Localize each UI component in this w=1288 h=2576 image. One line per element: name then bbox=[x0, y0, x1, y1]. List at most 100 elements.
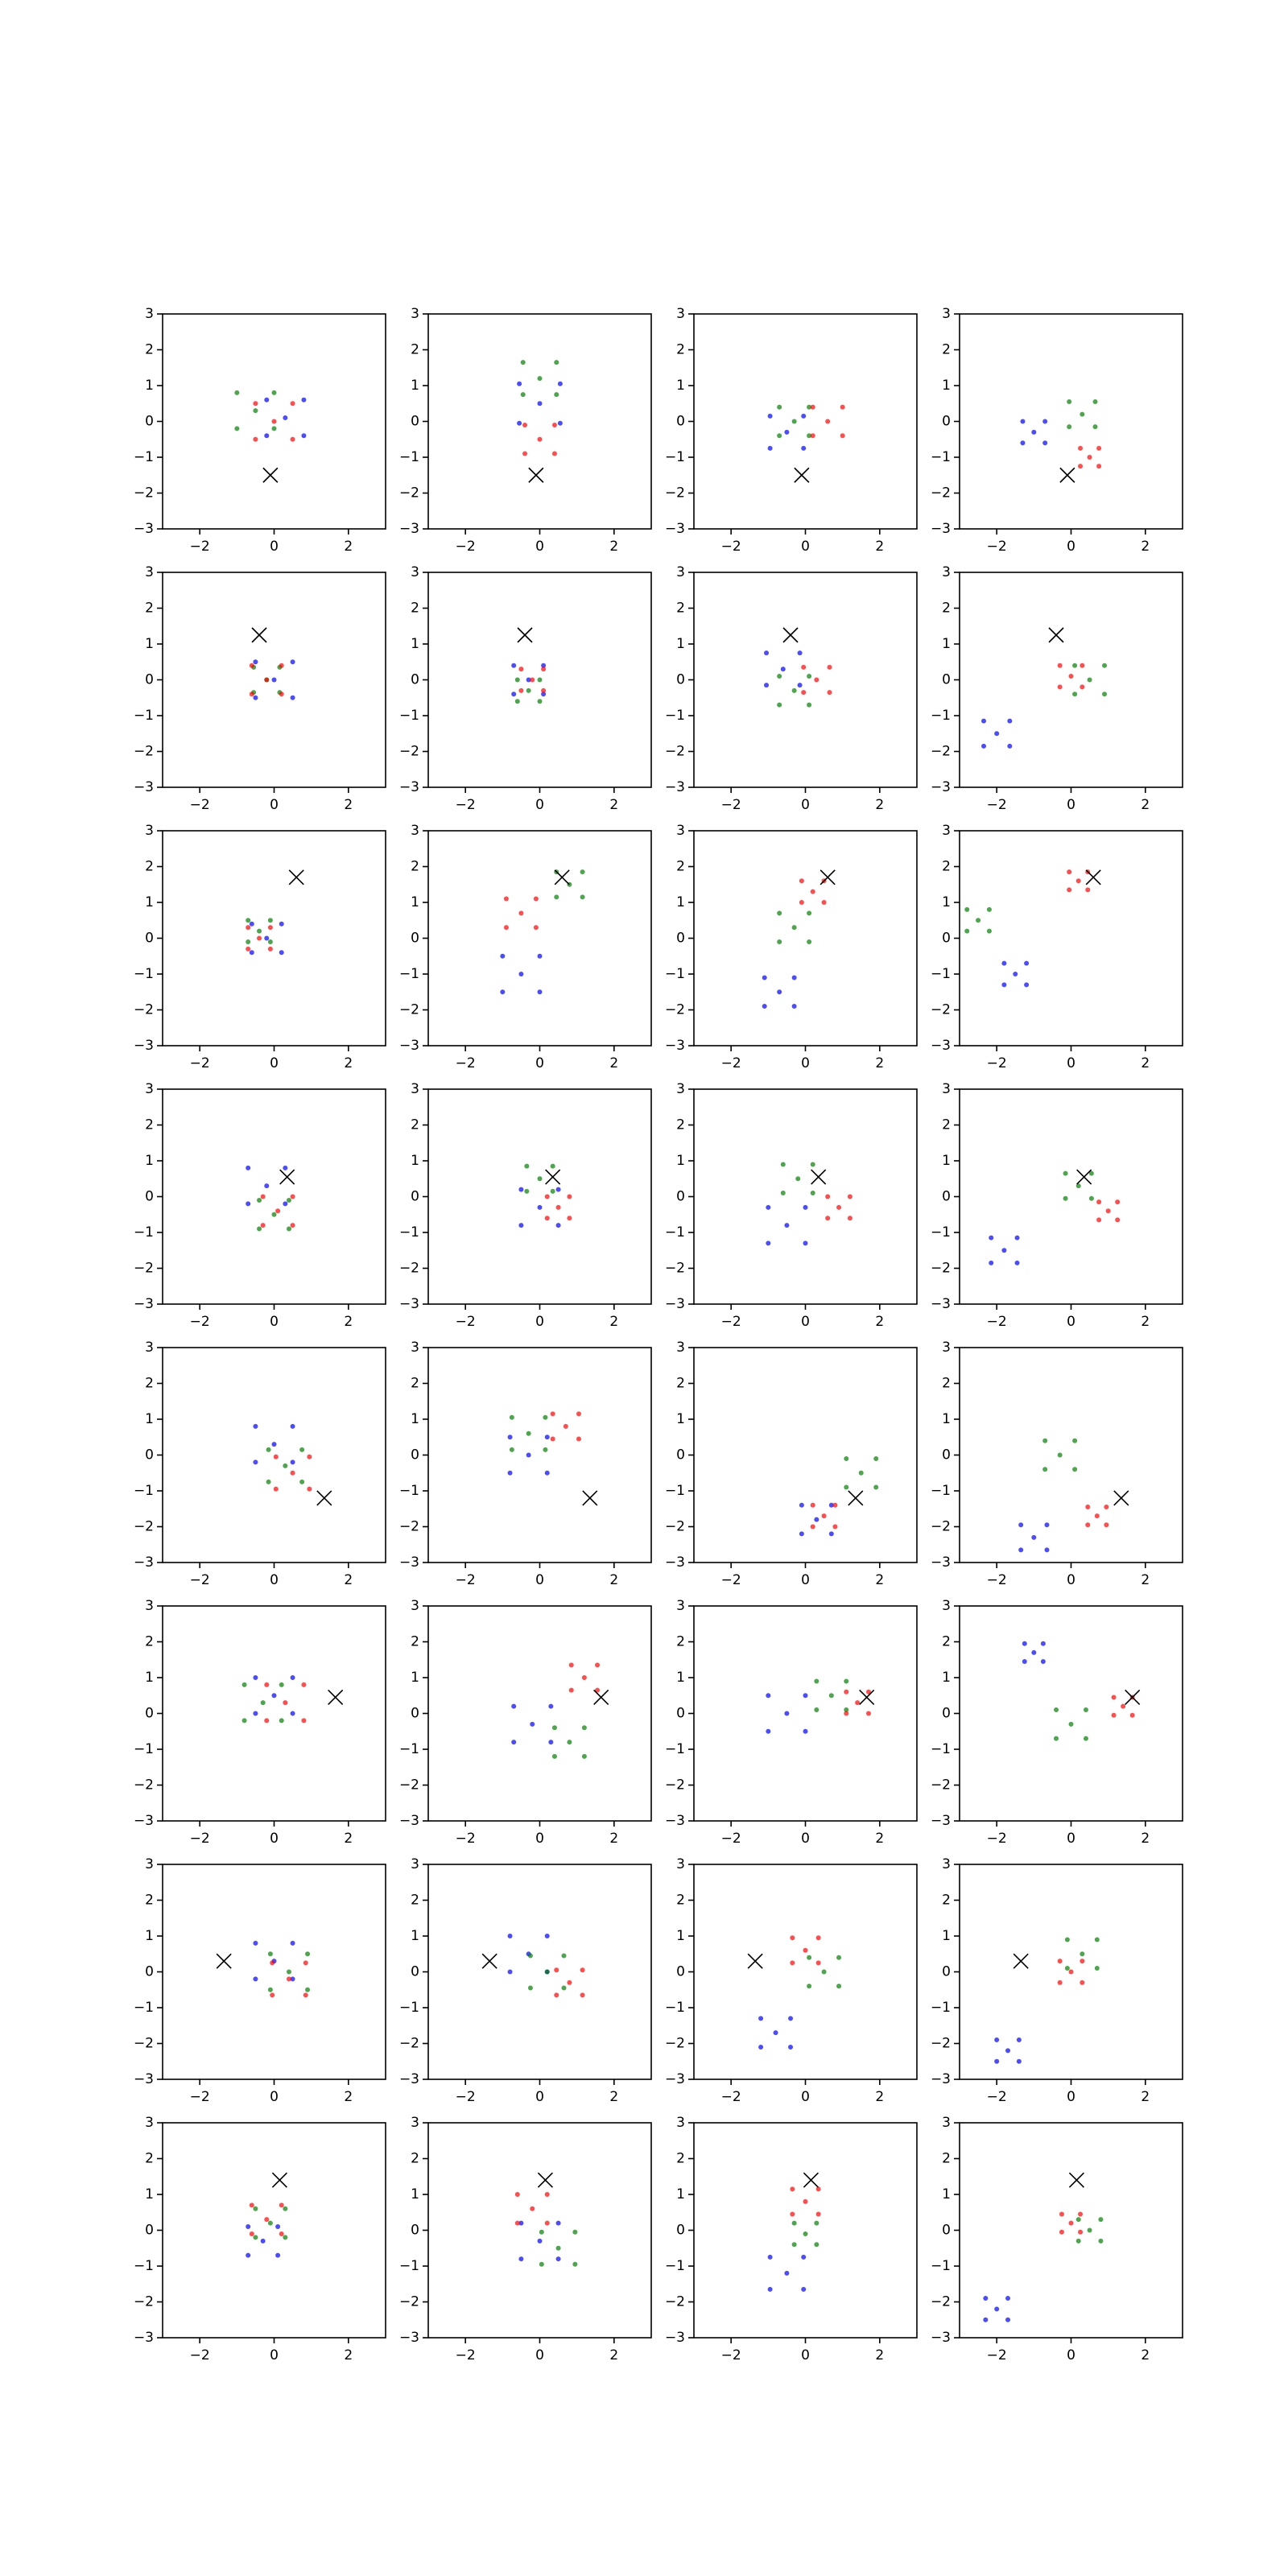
y-tick-label: −2 bbox=[399, 1002, 419, 1018]
y-tick-label: 3 bbox=[676, 1598, 685, 1614]
scatter-point bbox=[551, 422, 557, 427]
scatter-point bbox=[790, 2211, 795, 2217]
y-tick-label: 3 bbox=[676, 1081, 685, 1097]
y-tick-label: 2 bbox=[676, 1117, 685, 1133]
x-tick-label: −2 bbox=[721, 539, 741, 555]
scatter-point bbox=[810, 1524, 815, 1530]
scatter-point bbox=[551, 451, 557, 456]
plot-area bbox=[163, 1089, 386, 1304]
scatter-point bbox=[994, 2037, 1000, 2043]
scatter-point bbox=[264, 677, 270, 683]
y-tick-label: 1 bbox=[942, 636, 951, 652]
scatter-point bbox=[814, 677, 819, 683]
scatter-point bbox=[517, 420, 522, 426]
scatter-point bbox=[290, 695, 295, 700]
scatter-point bbox=[279, 2202, 284, 2208]
scatter-point bbox=[764, 683, 770, 688]
scatter-point bbox=[1075, 878, 1081, 884]
y-tick-label: 0 bbox=[676, 1189, 685, 1205]
y-tick-label: −1 bbox=[931, 2000, 951, 2016]
y-tick-label: −3 bbox=[665, 1296, 685, 1312]
scatter-point bbox=[518, 910, 524, 916]
scatter-point bbox=[825, 419, 831, 424]
y-tick-label: −1 bbox=[399, 2258, 419, 2274]
plot-area bbox=[428, 1606, 651, 1821]
x-tick-label: 0 bbox=[535, 1055, 544, 1071]
y-tick-label: −1 bbox=[134, 1224, 154, 1241]
scatter-point bbox=[810, 1191, 815, 1196]
x-tick-label: 0 bbox=[535, 1314, 544, 1330]
y-tick-label: 0 bbox=[411, 1964, 419, 1980]
subplot: −2 0 2 −3 −2 −1 0 1 2 3 bbox=[399, 823, 652, 1071]
x-tick-label: 2 bbox=[344, 2089, 353, 2105]
y-tick-label: 0 bbox=[676, 414, 685, 430]
scatter-point bbox=[1057, 1452, 1063, 1458]
scatter-point bbox=[1059, 2229, 1064, 2235]
scatter-point bbox=[976, 918, 981, 923]
y-tick-label: 2 bbox=[145, 342, 154, 358]
scatter-point bbox=[264, 2217, 270, 2223]
subplot: −2 0 2 −3 −2 −1 0 1 2 3 bbox=[931, 1081, 1183, 1330]
plot-area bbox=[163, 1864, 386, 2079]
scatter-point bbox=[286, 1197, 291, 1203]
scatter-point bbox=[568, 1687, 574, 1693]
y-tick-label: −1 bbox=[399, 708, 419, 724]
x-tick-label: 0 bbox=[801, 1831, 810, 1847]
scatter-point bbox=[264, 433, 270, 439]
y-tick-label: −2 bbox=[931, 2036, 951, 2052]
y-tick-label: −3 bbox=[931, 779, 951, 795]
x-tick-label: 2 bbox=[1141, 539, 1150, 555]
y-tick-label: −2 bbox=[134, 2036, 154, 2052]
scatter-point bbox=[827, 690, 832, 696]
x-tick-label: 0 bbox=[270, 2089, 279, 2105]
scatter-point bbox=[777, 702, 782, 708]
y-tick-label: 1 bbox=[676, 378, 685, 394]
y-tick-label: −1 bbox=[665, 1741, 685, 1757]
y-tick-label: −3 bbox=[931, 1813, 951, 1829]
scatter-point bbox=[1080, 1959, 1085, 1964]
scatter-point bbox=[1005, 2296, 1011, 2301]
y-tick-label: 0 bbox=[145, 2223, 154, 2239]
y-tick-label: 1 bbox=[411, 636, 419, 652]
scatter-point bbox=[541, 667, 547, 672]
y-tick-label: 1 bbox=[411, 1928, 419, 1944]
scatter-point bbox=[788, 2016, 794, 2021]
scatter-point bbox=[279, 1682, 284, 1687]
y-tick-label: −1 bbox=[399, 1741, 419, 1757]
scatter-point bbox=[1014, 1260, 1020, 1265]
y-tick-label: 1 bbox=[411, 1670, 419, 1686]
x-tick-label: −2 bbox=[987, 1572, 1007, 1588]
scatter-point bbox=[234, 426, 240, 431]
x-tick-label: 0 bbox=[1067, 1831, 1075, 1847]
y-tick-label: −3 bbox=[665, 521, 685, 537]
scatter-point bbox=[253, 1976, 258, 1982]
y-tick-label: −2 bbox=[134, 2294, 154, 2310]
y-tick-label: 0 bbox=[145, 1964, 154, 1980]
plot-area bbox=[428, 1089, 651, 1304]
scatter-point bbox=[1024, 982, 1030, 988]
y-tick-label: 3 bbox=[145, 1856, 154, 1872]
x-tick-label: −2 bbox=[190, 1055, 210, 1071]
scatter-point bbox=[518, 2220, 524, 2226]
y-tick-label: 0 bbox=[145, 931, 154, 947]
x-tick-label: 0 bbox=[801, 1055, 810, 1071]
x-tick-label: 2 bbox=[875, 2347, 884, 2363]
scatter-point bbox=[541, 663, 547, 668]
scatter-point bbox=[981, 718, 987, 724]
scatter-point bbox=[557, 420, 563, 426]
scatter-point bbox=[1016, 2058, 1022, 2064]
scatter-point bbox=[517, 381, 522, 386]
scatter-point bbox=[807, 1984, 812, 1989]
scatter-point bbox=[551, 1725, 557, 1731]
scatter-point bbox=[526, 677, 531, 683]
scatter-point bbox=[844, 1678, 849, 1684]
y-tick-label: 3 bbox=[676, 2115, 685, 2131]
scatter-point bbox=[548, 1740, 554, 1745]
plot-area bbox=[694, 1864, 917, 2079]
scatter-point bbox=[509, 1414, 514, 1420]
scatter-point bbox=[1067, 399, 1072, 405]
scatter-point bbox=[279, 950, 284, 956]
scatter-point bbox=[832, 1502, 838, 1508]
scatter-point bbox=[986, 906, 992, 912]
scatter-point bbox=[981, 743, 987, 749]
